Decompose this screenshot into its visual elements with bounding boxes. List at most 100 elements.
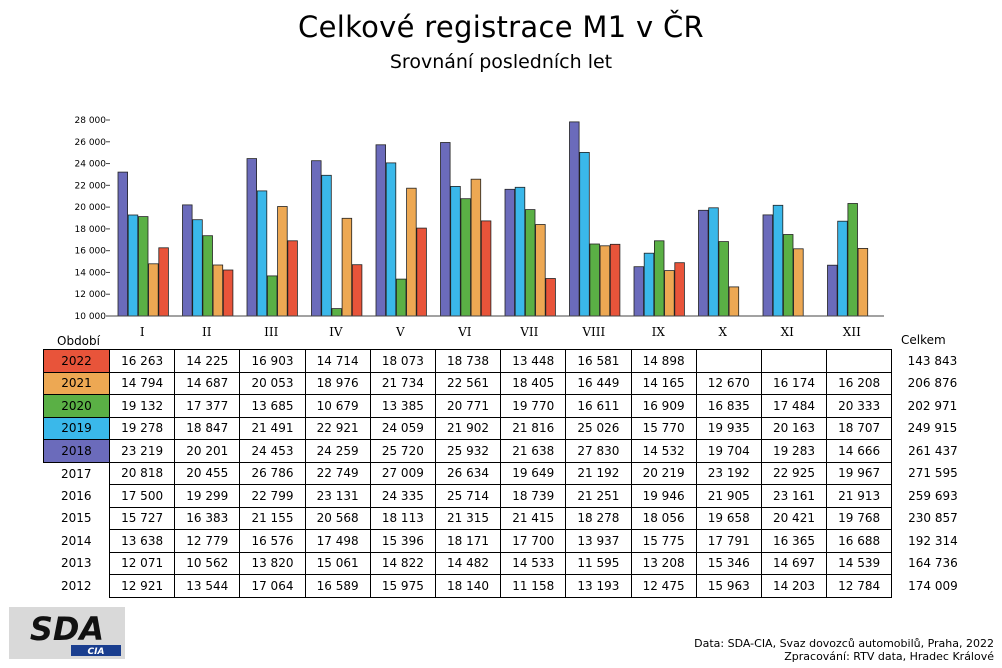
year-label: 2012 [60,578,92,593]
table-cell: 18 847 [174,416,241,440]
x-tick-label: IX [652,325,666,339]
bar-2019-II [192,219,203,317]
bar-2020-X [718,241,729,317]
table-row: 2012 12 921 13 544 17 064 16 589 15 975 18 140… [44,574,961,598]
bar-2019-XII [837,220,848,317]
table-cell: 13 193 [565,574,632,598]
bar-2020-III [266,275,278,317]
table-cell: 10 679 [304,394,371,418]
year-label: 2015 [60,511,92,526]
year-label: 2016 [60,488,92,503]
table-cell: 14 203 [760,574,828,598]
bar-2022-IV [351,264,363,317]
table-cell: 20 201 [174,439,241,463]
logo-main-text: SDA [30,610,104,648]
table-cell: 21 491 [239,416,306,440]
bar-2020-XI [783,234,794,317]
table-cell: 15 775 [630,529,697,553]
table-cell: 16 909 [630,394,697,418]
table-cell: 14 714 [304,349,371,373]
table-cell: 20 421 [760,506,828,530]
table-cell: 13 544 [174,574,241,598]
bar-2018-IX [633,266,645,317]
table-row: 2019 19 278 18 847 21 491 22 921 24 059 21 902… [43,416,961,440]
table-cell: 14 794 [108,371,176,395]
source-note: Data: SDA-CIA, Svaz dovozců automobilů, … [694,637,994,663]
table-cell: 25 720 [369,439,436,463]
y-axis: 10 000 12 000 14 000 16 000 18 000 20 000 22 0… [75,116,110,322]
row-total: 206 876 [907,376,958,391]
bar-2020-IV [331,308,342,317]
table-cell: 14 482 [434,551,502,575]
table-cell: 14 225 [174,349,241,373]
table-cell: 14 666 [826,439,893,463]
table-header-total: Celkem [901,333,946,347]
table-row: 2016 17 500 19 299 22 799 23 131 24 335 25 714… [44,484,961,508]
table-cell: 21 251 [565,484,632,508]
table-cell: 19 704 [695,439,762,463]
table-cell: 19 283 [760,439,828,463]
table-cell: 16 174 [760,371,828,395]
table-cell: 16 611 [565,394,632,418]
table-cell: 24 453 [239,439,306,463]
table-cell: 15 975 [369,574,436,598]
bars [117,121,869,317]
bar-2018-IV [311,160,322,317]
bar-2022-V [416,227,427,317]
table-cell: 12 779 [174,529,241,553]
table-cell: 16 835 [695,394,762,418]
bar-2018-I [117,171,129,317]
bar-2022-I [158,247,169,317]
table-cell: 18 739 [500,484,567,508]
bar-2019-V [385,162,397,317]
table-cell [760,349,828,373]
bar-2018-VIII [569,121,580,317]
table-cell: 19 658 [695,506,762,530]
table-cell: 18 056 [630,506,697,530]
bar-2019-X [708,207,719,317]
table-cell: 19 132 [108,394,176,418]
table-row: 2022 16 263 14 225 16 903 14 714 18 073 18 738… [43,349,961,373]
bar-2020-XII [847,203,858,317]
year-label: 2019 [43,416,110,440]
bar-2021-XII [857,247,869,317]
row-total: 143 843 [907,353,958,368]
table-cell [695,349,762,373]
table-cell: 26 786 [239,461,306,485]
bar-2019-VI [450,185,461,317]
table-cell: 19 946 [630,484,697,508]
row-total: 164 736 [908,556,958,571]
table-cell: 21 902 [434,416,502,440]
bar-2021-V [406,187,417,317]
table-cell: 13 385 [369,394,436,418]
table-cell: 18 113 [369,506,436,530]
table-cell: 24 259 [304,439,371,463]
table-cell: 20 818 [108,461,176,485]
bar-2019-VIII [579,151,590,317]
table-cell: 15 396 [369,529,436,553]
table-cell: 12 921 [108,574,176,598]
table-row: 2021 14 794 14 687 20 053 18 976 21 734 22 561… [43,371,961,395]
bar-2018-XII [827,264,838,317]
y-tick-label: 10 000 [75,312,107,322]
year-label: 2018 [43,439,110,463]
bar-2021-VII [535,224,546,317]
bar-2022-III [287,240,298,317]
table-cell: 16 208 [826,371,893,395]
year-label: 2013 [60,556,92,571]
y-tick-label: 12 000 [75,290,107,300]
table-cell: 21 415 [500,506,567,530]
x-tick-label: III [264,325,278,339]
bar-2018-X [698,209,709,317]
table-cell: 18 278 [565,506,632,530]
table-cell: 26 634 [434,461,502,485]
bar-2020-V [395,278,407,317]
bar-2021-III [277,206,288,317]
table-cell: 19 967 [826,461,893,485]
table-cell: 15 346 [695,551,762,575]
table-cell: 16 383 [174,506,241,530]
table-cell: 13 448 [500,349,567,373]
table-cell: 14 533 [500,551,567,575]
table-cell: 25 714 [434,484,502,508]
table-cell: 27 009 [369,461,436,485]
